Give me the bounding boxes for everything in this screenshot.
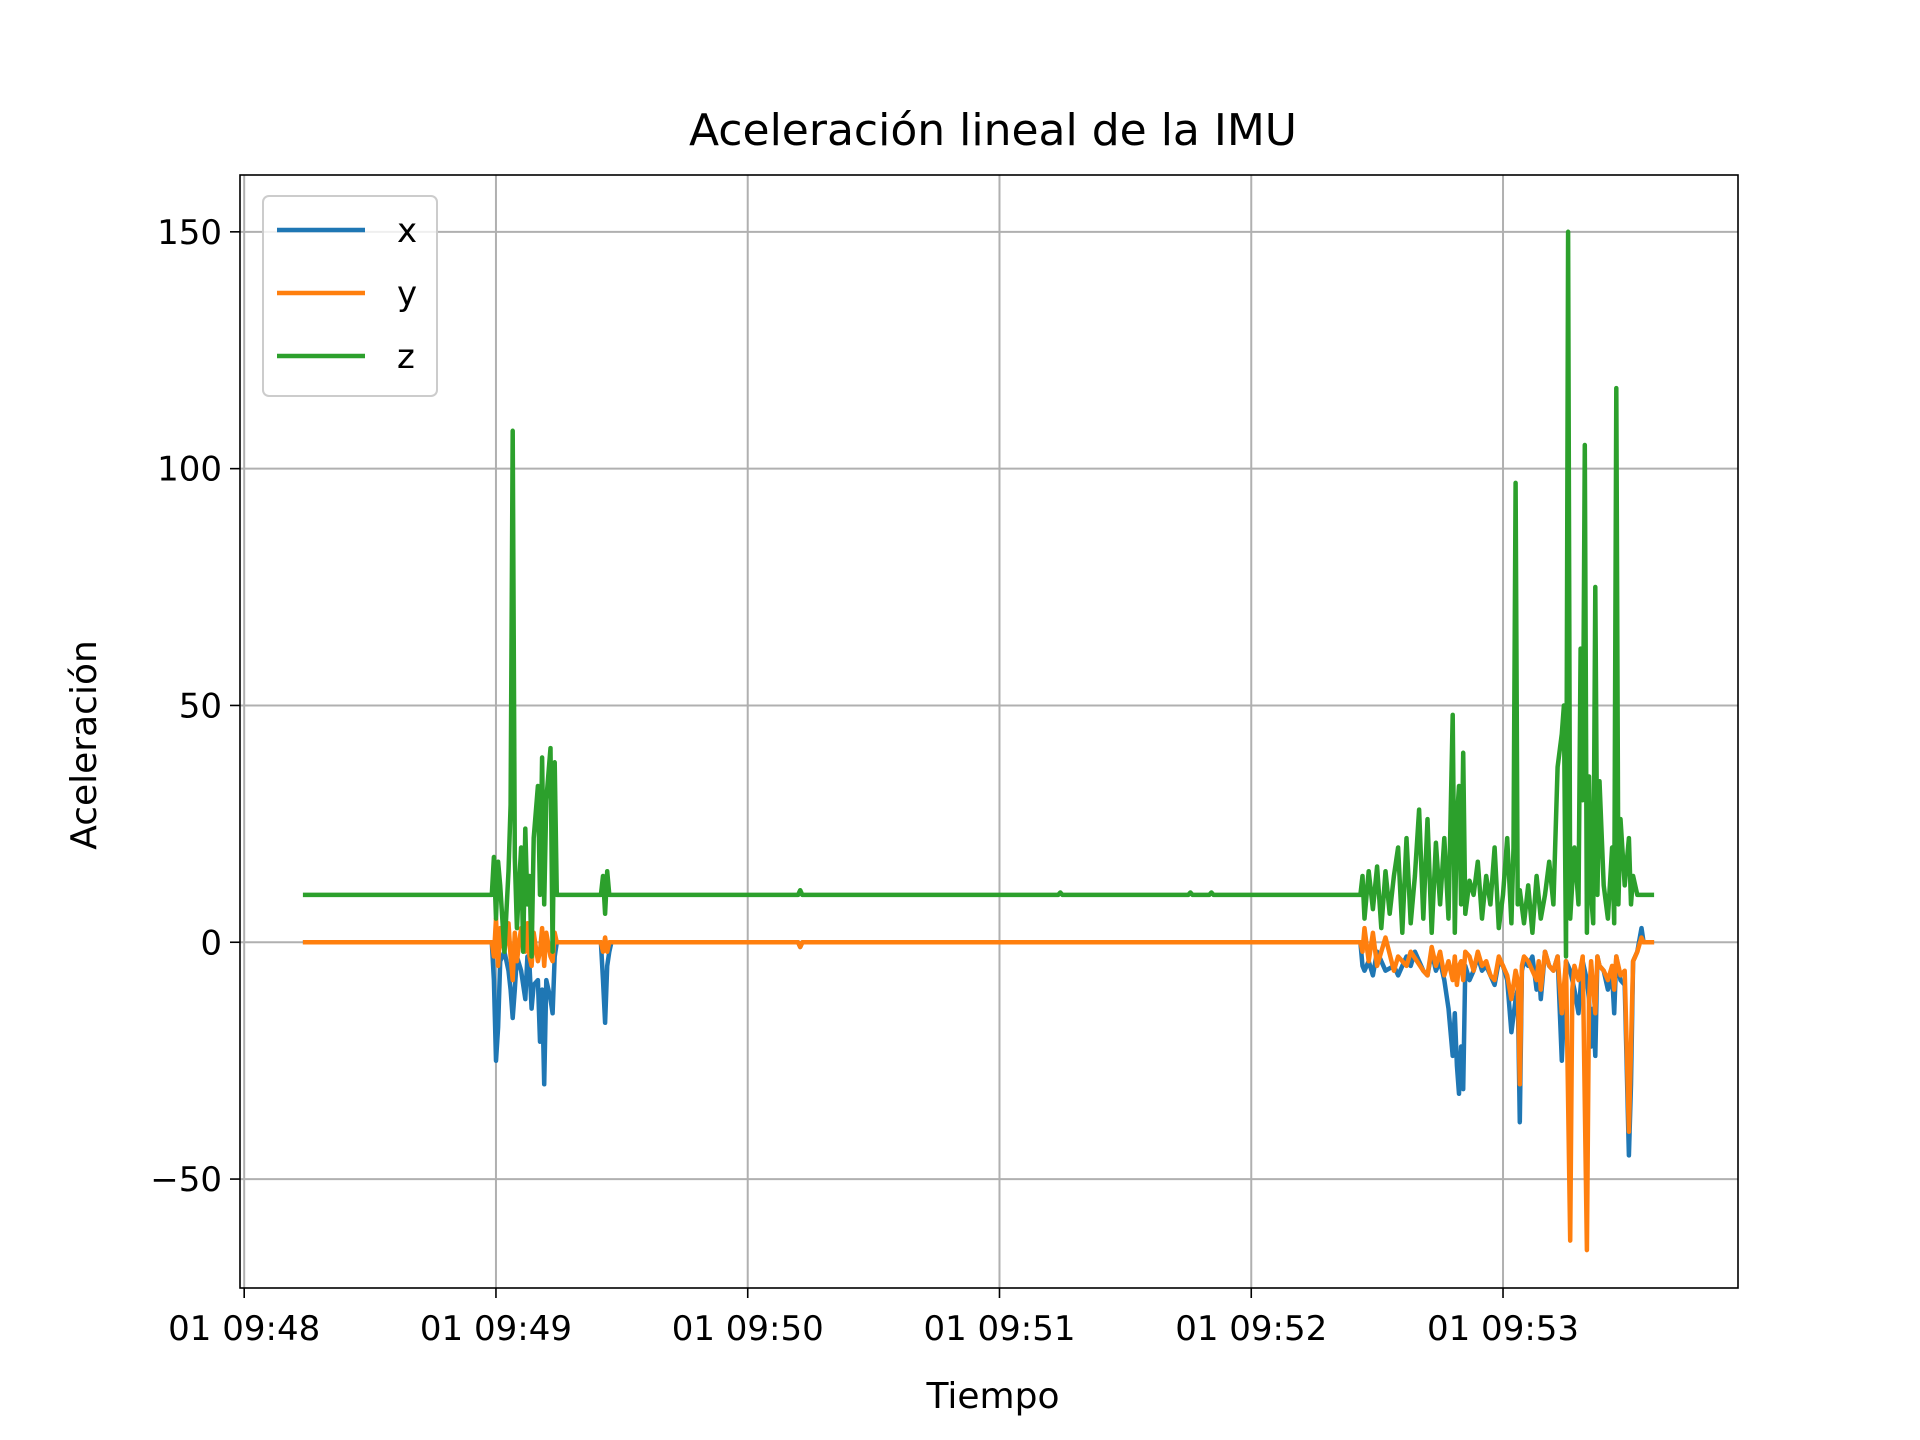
y-tick-label: 0 [200,923,222,963]
legend: xyz [262,195,438,397]
plot-area [302,229,1655,1253]
series-line-y [302,916,1655,1253]
chart-title: Aceleración lineal de la IMU [689,105,1297,156]
x-axis-title: Tiempo [926,1376,1060,1417]
y-tick-label: −50 [150,1160,222,1200]
x-tick-label: 01 09:53 [1427,1309,1579,1349]
x-tick-label: 01 09:51 [923,1309,1075,1349]
x-tick-label: 01 09:50 [672,1309,824,1349]
y-tick-label: 100 [157,450,222,490]
legend-label-z: z [397,337,415,377]
x-tick-label: 01 09:48 [168,1309,320,1349]
x-tick-label: 01 09:52 [1175,1309,1327,1349]
x-tick-label: 01 09:49 [420,1309,572,1349]
series-line-z [302,229,1655,959]
axis-ticks: 01 09:48 01 09:49 01 09:50 01 09:51 01 09:52… [150,213,1579,1349]
y-tick-label: 150 [157,213,222,253]
legend-label-y: y [397,274,417,314]
plot-frame [239,174,1739,1289]
y-tick-label: 50 [179,686,222,726]
y-axis-title: Aceleración [64,640,105,850]
legend-box [262,195,438,397]
legend-label-x: x [397,211,417,251]
